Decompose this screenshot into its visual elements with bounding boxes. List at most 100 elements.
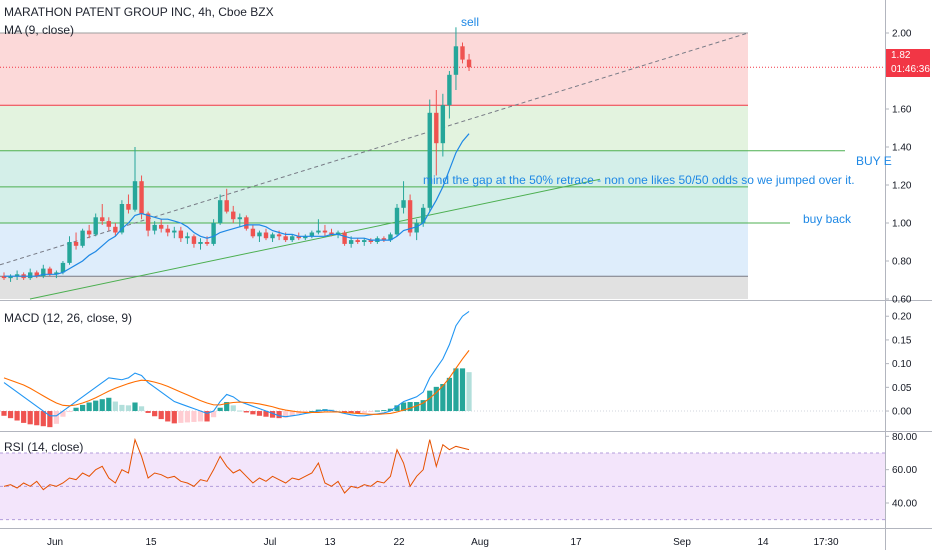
support-trendline [29, 178, 601, 300]
macd-histogram-bar [315, 409, 321, 412]
macd-histogram-bar [197, 411, 204, 422]
ma-line [4, 133, 470, 277]
candle-body [217, 200, 223, 223]
candle-body [224, 200, 229, 212]
time-tick-label: 22 [393, 537, 405, 548]
candle-body [335, 232, 341, 235]
candle-body [447, 74, 452, 106]
candle-body [231, 211, 236, 220]
macd-histogram-bar [342, 411, 348, 413]
candle-body [178, 230, 184, 239]
macd-histogram-bar [446, 377, 452, 412]
candle-body [244, 217, 249, 229]
macd-histogram-bar [407, 402, 413, 412]
rsi-tick-label: 60.00 [892, 465, 917, 476]
macd-histogram-bar [125, 405, 132, 412]
candle-body [14, 274, 20, 277]
candle-body [165, 228, 170, 233]
macd-histogram-bar [73, 407, 79, 412]
candle-body [421, 207, 426, 223]
candle-body [348, 240, 354, 244]
candle-body [381, 238, 387, 241]
candle-body [355, 240, 360, 242]
candle-body [329, 232, 334, 235]
macd-histogram-bar [269, 411, 276, 418]
candle-body [67, 242, 72, 263]
macd-histogram-bar [178, 411, 184, 423]
macd-histogram-bar [237, 410, 243, 412]
macd-histogram-bar [99, 399, 105, 412]
macd-histogram-bar [119, 404, 125, 412]
macd-histogram-bar [302, 411, 308, 413]
macd-line [3, 311, 470, 418]
gap-note-annotation: mind the gap at the 50% retrace - non on… [423, 173, 855, 187]
candle-body [28, 272, 33, 279]
candle-body [322, 230, 328, 233]
macd-histogram-bar [440, 384, 446, 412]
candle-body [198, 242, 203, 244]
rsi-indicator-label: RSI (14, close) [4, 440, 84, 454]
candle-body [276, 234, 282, 237]
macd-histogram-bar [21, 411, 27, 423]
ma-indicator-label: MA (9, close) [4, 23, 75, 37]
candle-body [41, 268, 46, 277]
fib-zone [0, 150, 748, 187]
macd-histogram-bar [243, 411, 249, 413]
macd-histogram-bar [263, 411, 269, 417]
macd-tick-label: 0.00 [892, 407, 912, 418]
macd-histogram-bar [387, 408, 394, 412]
signal-line [3, 350, 470, 415]
macd-histogram-bar [211, 411, 217, 418]
candle-body [211, 223, 216, 244]
candle-body [86, 230, 92, 235]
rsi-band [0, 453, 885, 520]
time-tick-label: 15 [145, 537, 157, 548]
macd-histogram-bar [165, 411, 171, 422]
macd-histogram-bar [361, 411, 367, 413]
candle-body [132, 181, 138, 210]
macd-histogram-bar [230, 405, 236, 412]
macd-histogram-bar [256, 411, 263, 416]
macd-histogram-bar [433, 386, 439, 412]
candle-body [60, 262, 66, 273]
candle-body [427, 112, 432, 208]
candle-body [440, 105, 446, 144]
buy-back-annotation: buy back [803, 212, 852, 226]
macd-histogram-bar [184, 411, 190, 423]
candle-body [296, 236, 301, 239]
macd-histogram-bar [427, 390, 433, 412]
fib-zone [0, 186, 748, 223]
candle-body [270, 234, 275, 239]
macd-histogram-bar [217, 407, 223, 412]
price-tick-label: 1.40 [892, 143, 912, 154]
candle-body [34, 272, 39, 277]
macd-histogram-bar [355, 411, 361, 414]
candle-body [126, 204, 131, 210]
macd-histogram-bar [348, 411, 354, 413]
candle-body [145, 213, 151, 231]
macd-histogram-bar [394, 405, 400, 412]
macd-histogram-bar [414, 402, 420, 412]
candle-body [139, 181, 144, 214]
macd-histogram-bar [191, 411, 197, 422]
macd-tick-label: 0.20 [892, 312, 912, 323]
macd-histogram-bar [138, 406, 145, 412]
candle-body [54, 272, 59, 275]
candle-body [303, 236, 308, 239]
candle-body [309, 232, 315, 237]
candle-body [414, 223, 419, 233]
macd-tick-label: 0.10 [892, 359, 912, 370]
candle-body [407, 200, 413, 233]
price-tick-label: 1.00 [892, 219, 912, 230]
time-tick-label: Jul [264, 537, 277, 548]
macd-histogram-bar [93, 400, 99, 412]
macd-histogram-bar [158, 411, 164, 420]
macd-histogram-bar [27, 411, 33, 425]
candle-body [73, 242, 79, 246]
candle-body [368, 240, 373, 242]
fib-zone [0, 276, 748, 299]
time-tick-label: Aug [471, 537, 489, 548]
macd-histogram-bar [66, 411, 73, 413]
candle-body [172, 230, 177, 233]
